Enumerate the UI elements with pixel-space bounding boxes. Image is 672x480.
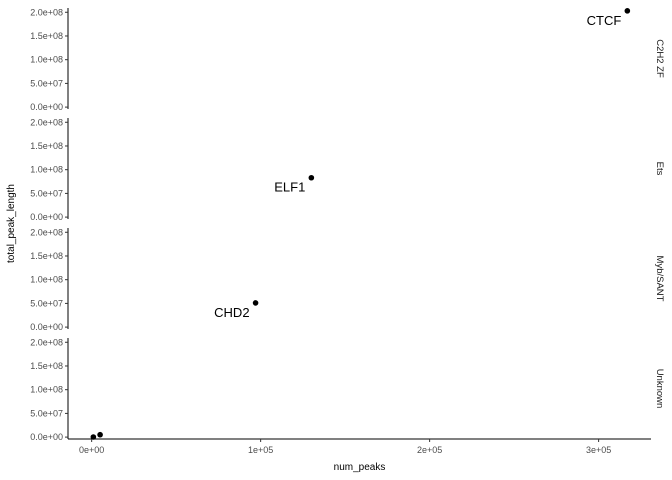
data-point — [97, 431, 103, 438]
facet-label: Ets — [654, 162, 665, 176]
y-tick-label: 1.0e+08 — [30, 275, 63, 285]
y-tick-label: 0.0e+00 — [30, 322, 63, 332]
y-tick-label: 1.5e+08 — [30, 141, 63, 151]
y-tick-label: 5.0e+07 — [30, 78, 63, 88]
y-tick-label: 2.0e+08 — [30, 117, 63, 127]
data-point — [90, 434, 97, 440]
y-axis-title: total_peak_length — [6, 184, 17, 263]
data-point — [624, 8, 631, 14]
y-tick-label: 1.0e+08 — [30, 165, 63, 175]
facet-label: Unknown — [654, 369, 665, 409]
y-tick-label: 5.0e+07 — [30, 408, 63, 418]
x-axis-title: num_peaks — [334, 462, 386, 473]
y-tick-label: 5.0e+07 — [30, 298, 63, 308]
y-tick-label: 1.0e+08 — [30, 385, 63, 395]
data-point — [308, 174, 315, 181]
y-tick-label: 2.0e+08 — [30, 227, 63, 237]
y-tick-label: 5.0e+07 — [30, 188, 63, 198]
y-tick-label: 1.5e+08 — [30, 31, 63, 41]
y-tick-label: 2.0e+08 — [30, 337, 63, 347]
facet-label: C2H2 ZF — [654, 39, 665, 78]
y-tick-label: 0.0e+00 — [30, 102, 63, 112]
data-point — [252, 300, 259, 306]
y-tick-label: 0.0e+00 — [30, 432, 63, 442]
facet-label: Myb/SANT — [654, 256, 665, 302]
point-label: ELF1 — [274, 180, 305, 195]
x-tick-label: 3e+05 — [586, 445, 611, 455]
point-label: CHD2 — [214, 305, 249, 320]
point-label: CTCF — [587, 13, 622, 28]
y-tick-label: 1.5e+08 — [30, 251, 63, 261]
y-tick-label: 1.0e+08 — [30, 55, 63, 65]
y-tick-label: 1.5e+08 — [30, 361, 63, 371]
x-tick-label: 1e+05 — [248, 445, 273, 455]
x-tick-label: 2e+05 — [417, 445, 442, 455]
x-tick-label: 0e+00 — [79, 445, 104, 455]
y-tick-label: 0.0e+00 — [30, 212, 63, 222]
y-tick-label: 2.0e+08 — [30, 7, 63, 17]
